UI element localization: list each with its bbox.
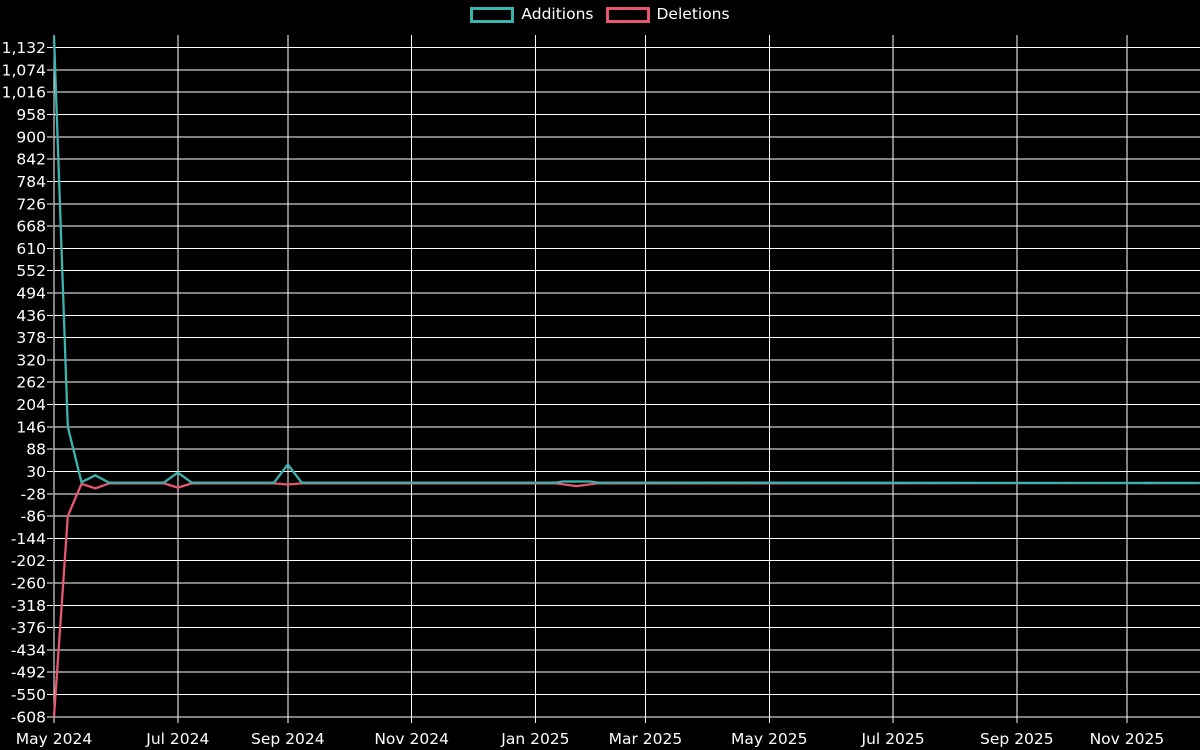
y-axis-label: -550 <box>11 686 46 704</box>
legend-label-deletions: Deletions <box>656 5 730 24</box>
legend: Additions Deletions <box>0 7 1200 23</box>
deletions-swatch-icon <box>605 7 650 23</box>
x-axis-label: Sep 2025 <box>980 730 1054 748</box>
x-axis-label: Mar 2025 <box>609 730 683 748</box>
x-axis-label: May 2024 <box>16 730 92 748</box>
x-axis-label: Jan 2025 <box>500 730 569 748</box>
x-axis-label: May 2025 <box>731 730 807 748</box>
y-axis-label: 204 <box>16 396 46 414</box>
y-axis-label: 378 <box>16 329 46 347</box>
y-axis-label: 958 <box>16 106 46 124</box>
y-axis-label: -376 <box>11 619 46 637</box>
y-axis-label: 900 <box>16 128 46 146</box>
y-axis-label: 146 <box>16 418 46 436</box>
y-axis-label: 436 <box>16 307 46 325</box>
y-axis-label: -260 <box>11 574 46 592</box>
y-axis-label: -86 <box>21 508 46 526</box>
x-axis-label: Sep 2024 <box>251 730 325 748</box>
y-axis-label: -608 <box>11 708 46 726</box>
x-axis-label: Nov 2024 <box>374 730 449 748</box>
deletions-line <box>52 481 1200 717</box>
y-axis-label: 262 <box>16 374 46 392</box>
x-axis-label: Nov 2025 <box>1090 730 1165 748</box>
y-axis-label: 610 <box>16 240 46 258</box>
y-axis-label: -28 <box>21 485 46 503</box>
y-axis-label: 1,132 <box>2 39 46 57</box>
y-axis-label: 88 <box>26 441 46 459</box>
y-axis-label: 842 <box>16 151 46 169</box>
y-axis-label: 320 <box>16 351 46 369</box>
y-axis-label: 552 <box>16 262 46 280</box>
additions-line <box>52 36 1200 485</box>
legend-label-additions: Additions <box>521 5 594 24</box>
y-axis-label: 30 <box>26 463 46 481</box>
y-axis-label: -144 <box>11 530 46 548</box>
y-axis-label: 784 <box>16 173 46 191</box>
y-axis-label: 726 <box>16 195 46 213</box>
y-axis-label: 494 <box>16 285 46 303</box>
y-axis-label: -202 <box>11 552 46 570</box>
legend-item-additions[interactable]: Additions <box>470 5 594 24</box>
y-axis-label: -434 <box>11 641 46 659</box>
y-axis-label: -492 <box>11 664 46 682</box>
x-axis-label: Jul 2025 <box>861 730 925 748</box>
y-axis-label: 668 <box>16 218 46 236</box>
y-axis-label: 1,074 <box>2 61 46 79</box>
y-axis-label: 1,016 <box>2 84 46 102</box>
additions-swatch-icon <box>470 7 515 23</box>
y-axis-label: -318 <box>11 597 46 615</box>
legend-item-deletions[interactable]: Deletions <box>605 5 730 24</box>
x-axis-label: Jul 2024 <box>145 730 209 748</box>
